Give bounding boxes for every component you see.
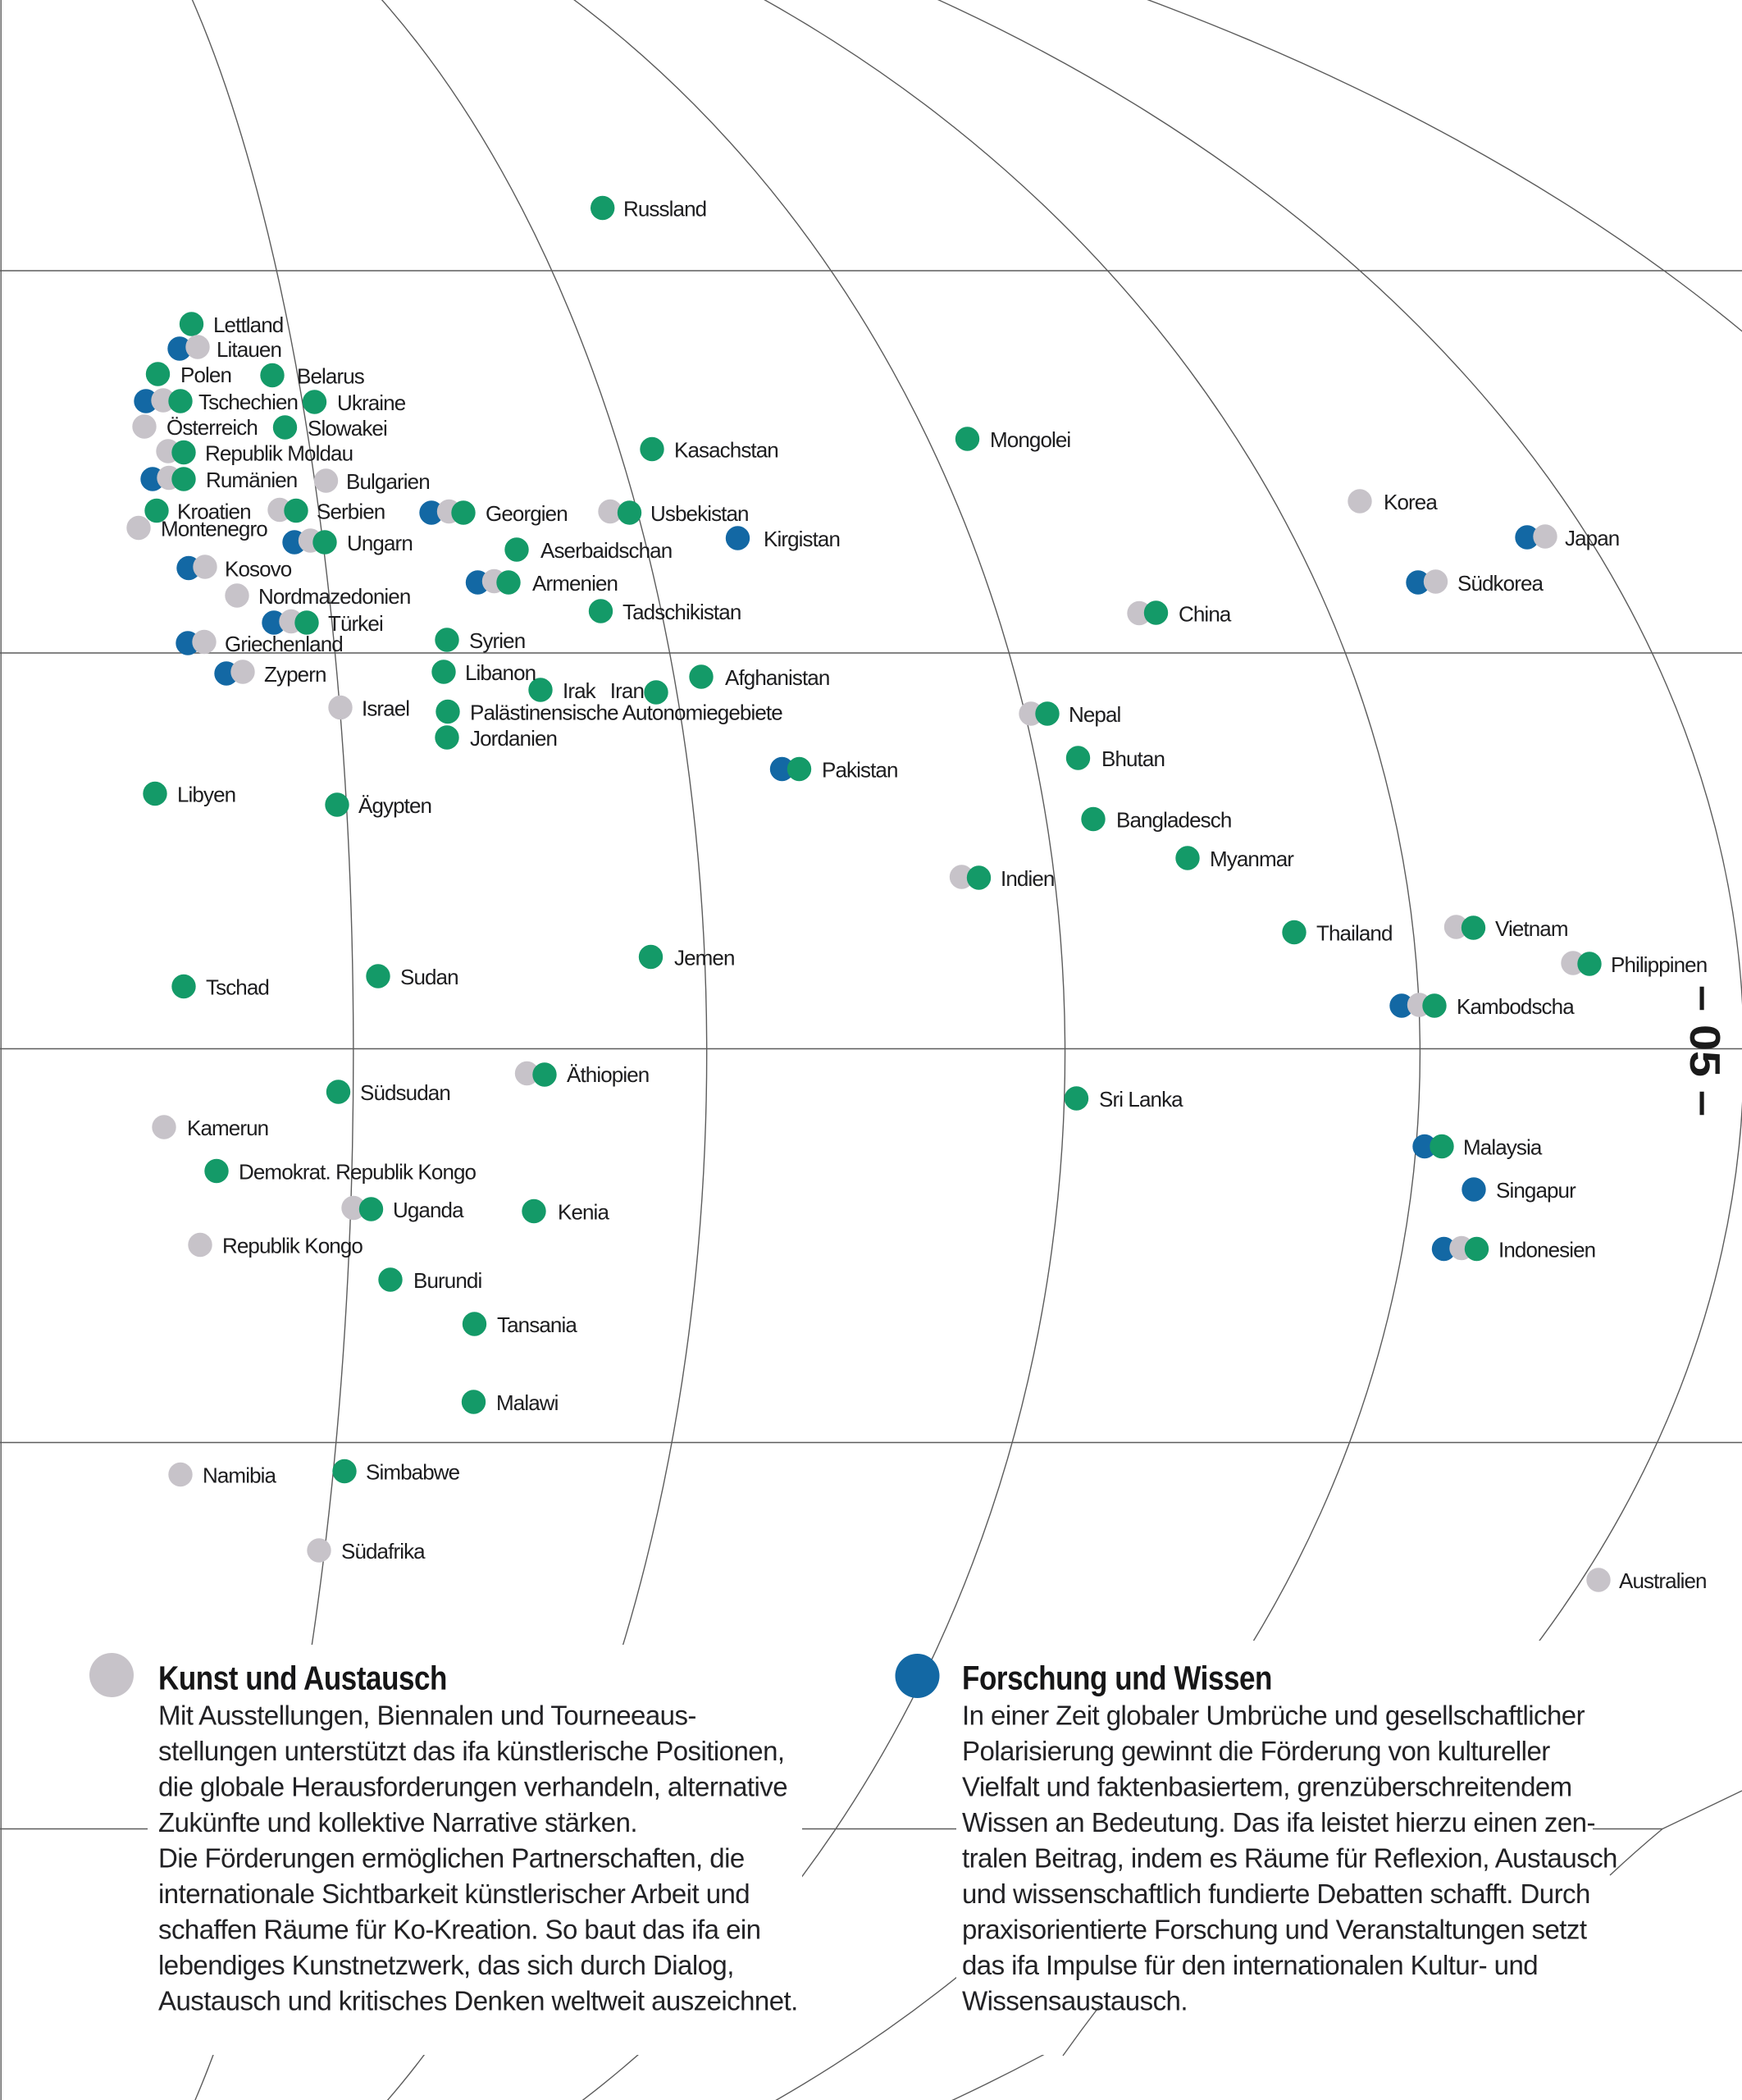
svg-text:Korea: Korea [1384,490,1438,514]
svg-text:Polarisierung gewinnt die Förd: Polarisierung gewinnt die Förderung von … [962,1736,1550,1766]
svg-text:Australien: Australien [1619,1568,1707,1593]
svg-text:Sri Lanka: Sri Lanka [1099,1087,1183,1112]
svg-text:Demokrat. Republik Kongo: Demokrat. Republik Kongo [239,1160,477,1185]
svg-text:schaffen Räume für Ko-Kreation: schaffen Räume für Ko-Kreation. So baut … [158,1915,760,1945]
svg-text:Namibia: Namibia [203,1463,277,1488]
svg-text:Vielfalt und faktenbasiertem,: Vielfalt und faktenbasiertem, grenzübers… [962,1772,1572,1802]
svg-text:Ungarn: Ungarn [347,531,413,555]
svg-text:Rumänien: Rumänien [206,468,297,492]
svg-text:Südafrika: Südafrika [341,1539,426,1564]
svg-text:Kroatien: Kroatien [177,500,251,524]
svg-text:Syrien: Syrien [469,628,525,653]
svg-text:Austausch und kritisches Denke: Austausch und kritisches Denken weltweit… [158,1986,798,2016]
svg-text:Georgien: Georgien [486,501,568,526]
svg-text:Die Förderungen ermöglichen Pa: Die Förderungen ermöglichen Partnerschaf… [158,1843,745,1874]
svg-text:In einer Zeit globaler Umbrüch: In einer Zeit globaler Umbrüche und gese… [962,1701,1585,1731]
svg-text:Tadschikistan: Tadschikistan [622,600,741,624]
svg-text:Afghanistan: Afghanistan [725,665,829,690]
svg-text:das ifa Impulse für den intern: das ifa Impulse für den internationalen … [962,1950,1538,1980]
svg-text:Polen: Polen [180,363,231,387]
svg-text:Armenien: Armenien [532,571,618,596]
svg-text:Japan: Japan [1565,526,1619,550]
svg-text:Myanmar: Myanmar [1210,847,1294,871]
svg-text:stellungen unterstützt das ifa: stellungen unterstützt das ifa künstleri… [158,1736,785,1766]
svg-text:Burundi: Burundi [413,1268,481,1293]
svg-text:Litauen: Litauen [217,337,281,362]
svg-text:Türkei: Türkei [328,611,383,636]
svg-text:Malawi: Malawi [496,1390,559,1415]
svg-text:Jordanien: Jordanien [470,726,557,751]
svg-text:Österreich: Österreich [166,415,258,440]
svg-text:Singapur: Singapur [1496,1178,1576,1203]
svg-text:Südkorea: Südkorea [1457,571,1544,596]
svg-text:Serbien: Serbien [317,500,385,524]
svg-text:Russland: Russland [623,197,706,221]
svg-text:Kunst und Austausch: Kunst und Austausch [158,1659,447,1697]
svg-text:Iran: Iran [610,678,644,703]
svg-text:Ägypten: Ägypten [358,793,431,818]
svg-text:Mit Ausstellungen, Biennalen u: Mit Ausstellungen, Biennalen und Tournee… [158,1701,696,1731]
svg-text:Uganda: Uganda [393,1198,464,1222]
svg-text:Tschechien: Tschechien [198,390,298,414]
svg-text:Ukraine: Ukraine [337,390,406,415]
svg-text:Zukünfte und kollektive Narrat: Zukünfte und kollektive Narrative stärke… [158,1807,637,1838]
svg-text:tralen Beitrag, indem es Räume: tralen Beitrag, indem es Räume für Refle… [962,1843,1617,1874]
svg-text:Montenegro: Montenegro [161,517,267,541]
svg-text:Kasachstan: Kasachstan [674,438,778,463]
svg-text:Nordmazedonien: Nordmazedonien [258,584,410,609]
svg-text:die globale Herausforderungen: die globale Herausforderungen verhandeln… [158,1772,787,1802]
svg-text:Nepal: Nepal [1069,702,1121,727]
svg-text:– 05 –: – 05 – [1680,985,1728,1116]
svg-text:Slowakei: Slowakei [308,416,387,441]
svg-text:Jemen: Jemen [674,946,735,970]
svg-text:Indien: Indien [1001,866,1054,891]
svg-text:Libanon: Libanon [465,660,536,685]
svg-text:Simbabwe: Simbabwe [366,1460,460,1485]
svg-text:Republik Moldau: Republik Moldau [205,441,353,466]
svg-text:Pakistan: Pakistan [822,758,898,783]
svg-text:Kambodscha: Kambodscha [1457,994,1575,1019]
svg-text:Malaysia: Malaysia [1463,1135,1543,1160]
svg-text:Usbekistan: Usbekistan [650,501,749,526]
svg-text:Israel: Israel [362,696,409,721]
svg-text:Kenia: Kenia [558,1200,609,1225]
svg-text:Vietnam: Vietnam [1495,916,1568,941]
svg-text:Palästinensische Autonomiegebi: Palästinensische Autonomiegebiete [470,701,782,725]
svg-text:Philippinen: Philippinen [1611,952,1707,977]
svg-text:Kirgistan: Kirgistan [764,527,840,551]
svg-text:Lettland: Lettland [213,313,283,337]
svg-text:Tansania: Tansania [497,1312,577,1337]
svg-text:Griechenland: Griechenland [225,632,343,656]
svg-text:Wissen an Bedeutung. Das ifa l: Wissen an Bedeutung. Das ifa leistet hie… [962,1807,1595,1838]
svg-text:Tschad: Tschad [206,975,269,1000]
svg-text:Thailand: Thailand [1316,921,1393,946]
svg-text:und wissenschaftlich fundierte: und wissenschaftlich fundierte Debatten … [962,1879,1590,1909]
svg-text:China: China [1179,602,1232,627]
svg-text:Irak: Irak [563,678,597,703]
svg-text:Aserbaidschan: Aserbaidschan [540,538,672,563]
svg-text:Bangladesch: Bangladesch [1116,808,1231,833]
svg-text:Mongolei: Mongolei [990,427,1070,452]
svg-text:Indonesien: Indonesien [1498,1238,1595,1262]
svg-text:Forschung und Wissen: Forschung und Wissen [962,1659,1272,1697]
svg-text:Südsudan: Südsudan [360,1080,450,1105]
svg-text:Belarus: Belarus [297,364,365,389]
svg-text:lebendiges Kunstnetzwerk, das: lebendiges Kunstnetzwerk, das sich durch… [158,1950,734,1980]
svg-text:Wissensaustausch.: Wissensaustausch. [962,1986,1188,2016]
svg-text:praxisorientierte Forschung un: praxisorientierte Forschung und Veransta… [962,1915,1587,1945]
svg-text:Bulgarien: Bulgarien [346,469,430,494]
svg-text:Bhutan: Bhutan [1101,746,1165,771]
svg-text:Äthiopien: Äthiopien [567,1062,649,1087]
svg-text:Kosovo: Kosovo [225,557,292,582]
svg-text:Kamerun: Kamerun [187,1116,268,1140]
svg-text:Sudan: Sudan [400,965,458,989]
svg-text:internationale Sichtbarkeit kü: internationale Sichtbarkeit künstlerisch… [158,1879,750,1909]
svg-text:Zypern: Zypern [264,662,326,687]
svg-text:Republik Kongo: Republik Kongo [222,1234,363,1258]
svg-text:Libyen: Libyen [177,783,235,807]
